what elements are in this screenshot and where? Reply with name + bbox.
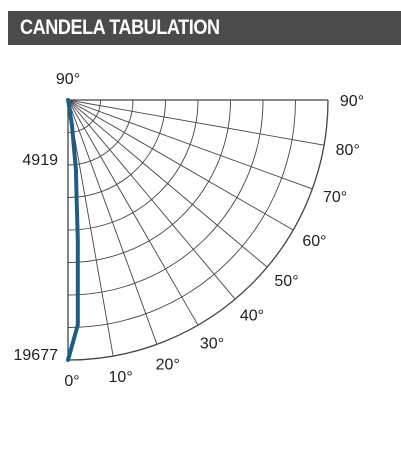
angle-tick-label: 90°	[340, 93, 364, 110]
grid-line	[67, 99, 158, 345]
angle-tick-label: 20°	[156, 356, 180, 373]
grid-ring	[67, 99, 134, 166]
grid-line	[67, 99, 313, 190]
center-label: 90°	[56, 71, 80, 88]
grid-ring	[67, 99, 296, 328]
r-tick-label: 4919	[22, 152, 58, 169]
grid-line	[67, 99, 294, 231]
chart-title: CANDELA TABULATION	[20, 16, 220, 39]
angle-tick-label: 30°	[200, 336, 224, 353]
angle-tick-label: 80°	[336, 142, 360, 159]
grid-line	[67, 99, 199, 326]
grid-ring	[67, 99, 199, 231]
grid-line	[67, 99, 325, 146]
r-tick-label: 19677	[14, 347, 59, 364]
grid-line	[67, 99, 236, 300]
angle-tick-label: 40°	[240, 308, 264, 325]
grid-line	[67, 99, 268, 268]
grid-ring	[67, 99, 329, 361]
angle-tick-label: 50°	[274, 273, 298, 290]
candela-curve	[66, 98, 80, 362]
grid-ring	[67, 99, 264, 296]
angle-tick-label: 70°	[323, 189, 347, 206]
section-header: CANDELA TABULATION	[8, 11, 401, 45]
grid-line	[67, 99, 114, 357]
angle-tick-label: 0°	[64, 373, 79, 390]
angle-tick-label: 10°	[109, 369, 133, 386]
angle-tick-label: 60°	[302, 233, 326, 250]
grid-ring	[67, 99, 231, 263]
grid-ring	[67, 99, 166, 198]
